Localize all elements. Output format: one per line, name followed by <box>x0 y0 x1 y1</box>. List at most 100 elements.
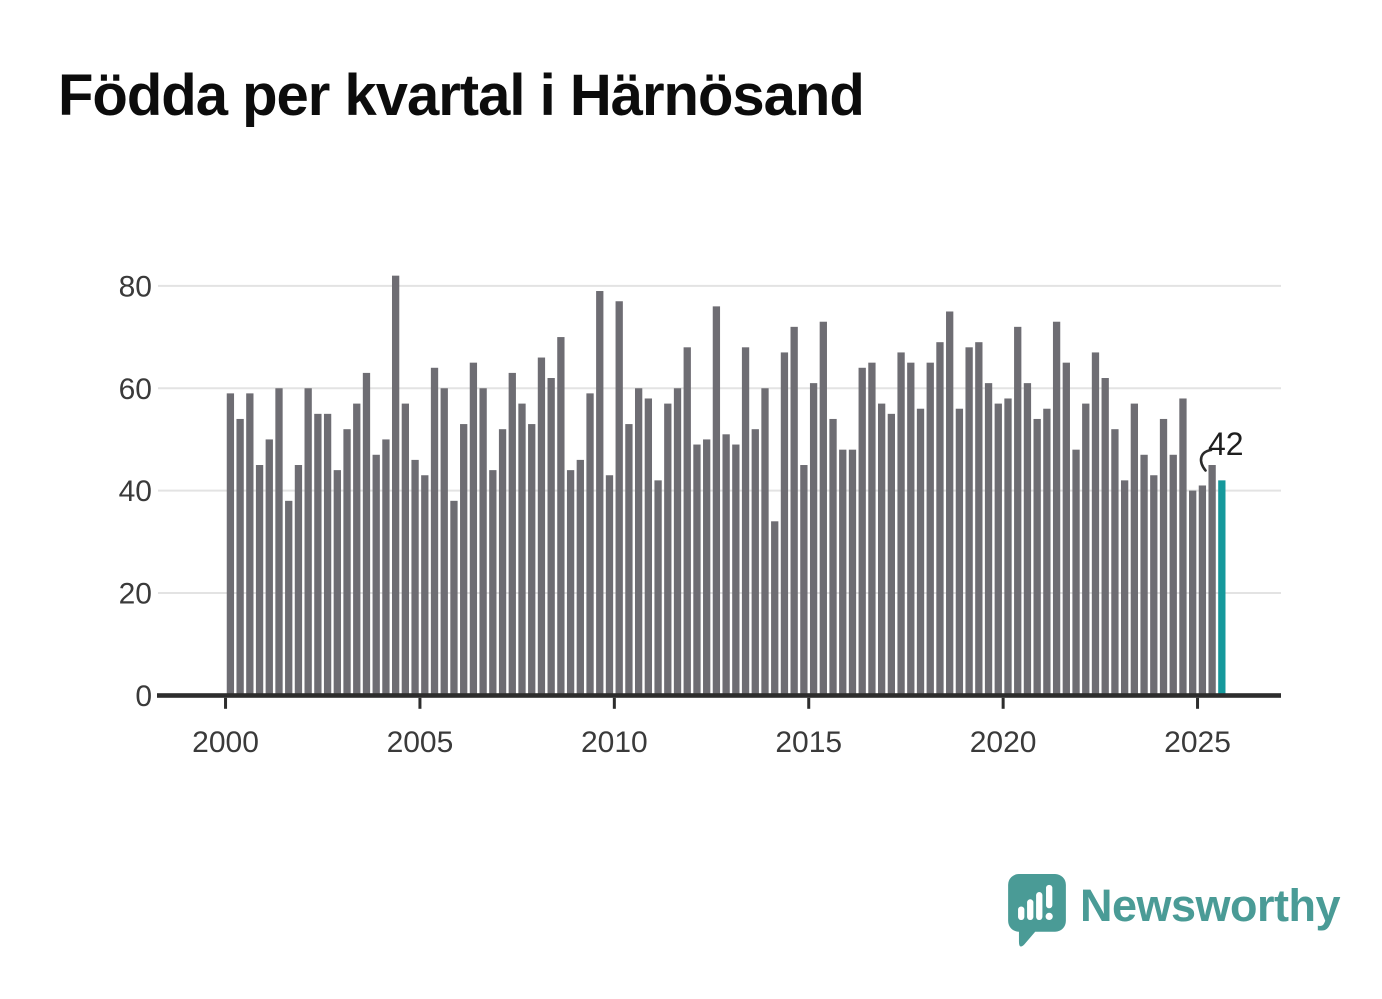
bar <box>936 342 944 696</box>
newsworthy-logo-text: Newsworthy <box>1080 880 1341 931</box>
bar <box>1120 480 1129 696</box>
bar <box>819 321 827 696</box>
bar <box>722 434 730 696</box>
bar <box>275 388 283 696</box>
y-tick-label: 20 <box>119 577 152 610</box>
bar <box>809 383 818 696</box>
bar <box>955 408 964 696</box>
bar <box>1091 352 1100 696</box>
bar <box>440 388 448 696</box>
bar <box>712 306 721 696</box>
bar <box>839 449 847 696</box>
bar <box>644 398 653 696</box>
bar <box>1150 475 1158 696</box>
logo-exclamation-dot <box>1045 912 1053 921</box>
bar <box>489 470 497 696</box>
bar <box>294 465 303 696</box>
bar <box>1101 378 1109 696</box>
highlighted-bar <box>1218 480 1226 696</box>
bar <box>1159 418 1168 696</box>
bar <box>897 352 905 696</box>
y-tick-label: 40 <box>119 475 152 508</box>
bar <box>771 521 779 696</box>
bar <box>926 362 934 696</box>
bar <box>1198 485 1207 696</box>
logo-exclamation-bar <box>1046 884 1053 909</box>
bar <box>236 418 244 696</box>
bar <box>586 393 594 696</box>
bar <box>537 357 546 696</box>
bar <box>634 388 643 696</box>
bar <box>1062 362 1070 696</box>
bar <box>946 311 954 696</box>
bar <box>615 301 623 696</box>
newsworthy-logo-icon <box>1008 874 1066 947</box>
bar <box>255 465 264 696</box>
bar <box>1004 398 1012 696</box>
bar <box>1189 490 1197 696</box>
bar <box>868 362 876 696</box>
bar <box>391 275 400 696</box>
bar <box>741 347 750 696</box>
bar <box>965 347 973 696</box>
x-tick-label: 2005 <box>387 726 454 759</box>
bar <box>353 403 361 696</box>
newsworthy-logo: Newsworthy <box>1008 874 1341 948</box>
x-tick-label: 2000 <box>192 726 259 759</box>
bar <box>508 372 516 696</box>
bar <box>1052 321 1061 696</box>
bar <box>605 475 614 696</box>
x-tick <box>1001 697 1005 709</box>
bar <box>450 500 458 696</box>
bar <box>430 367 439 696</box>
x-tick <box>224 697 228 709</box>
bar <box>547 378 555 696</box>
x-tick <box>418 697 422 709</box>
logo-bar-3 <box>1036 892 1043 921</box>
chart-title: Födda per kvartal i Härnösand <box>58 63 865 128</box>
x-tick-label: 2020 <box>970 726 1037 759</box>
bar <box>576 459 584 696</box>
bar <box>479 388 487 696</box>
bar <box>333 470 341 696</box>
bar <box>343 429 351 696</box>
x-tick <box>612 697 616 709</box>
x-tick-label: 2025 <box>1164 726 1231 759</box>
bar <box>566 470 575 696</box>
bar <box>790 326 798 696</box>
x-tick-label: 2015 <box>775 726 842 759</box>
logo-bar-1 <box>1018 906 1025 921</box>
bar <box>1111 429 1119 696</box>
annotation-pointer <box>1199 448 1213 472</box>
bar <box>411 459 419 696</box>
bar <box>362 372 371 696</box>
bar <box>664 403 672 696</box>
bar <box>1179 398 1187 696</box>
bar <box>1082 403 1090 696</box>
bar <box>751 429 759 696</box>
bar <box>246 393 254 696</box>
bar <box>314 413 322 696</box>
bar <box>460 424 468 696</box>
bar <box>469 362 478 696</box>
bar <box>693 444 701 696</box>
bar <box>916 408 925 696</box>
y-tick-label: 60 <box>119 373 152 406</box>
bar <box>382 439 390 696</box>
bar <box>1140 454 1148 696</box>
bar <box>1208 465 1216 696</box>
annotation-value-label: 42 <box>1208 426 1244 462</box>
bar <box>1130 403 1139 696</box>
x-tick <box>1196 697 1200 709</box>
x-tick <box>807 697 811 709</box>
logo-bar-2 <box>1027 899 1034 921</box>
bar <box>732 444 740 696</box>
bar <box>557 337 565 696</box>
bar <box>285 500 293 696</box>
y-tick-label: 0 <box>135 680 152 713</box>
bar <box>1169 454 1177 696</box>
bar <box>673 388 682 696</box>
bar <box>1023 383 1032 696</box>
bar <box>761 388 769 696</box>
